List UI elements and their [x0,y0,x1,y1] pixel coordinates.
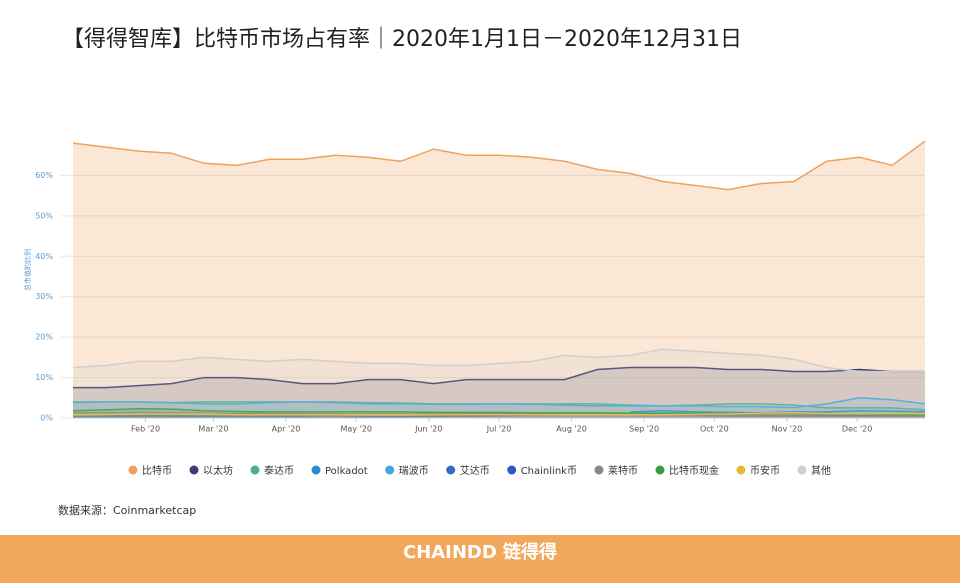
x-tick-label: Feb '20 [131,425,160,434]
legend-label: 比特币现金 [669,464,719,477]
legend-label: 泰达币 [264,464,294,477]
line [73,411,925,416]
source: 数据来源：Coinmarketcap [58,503,196,517]
legend-label: Chainlink币 [521,465,577,477]
x-tick-label: Dec '20 [842,425,872,434]
legend-label: 以太坊 [203,464,233,477]
y-tick-label: 60% [35,171,53,180]
y-tick-label: 20% [35,333,53,342]
legend-marker [594,465,604,475]
x-tick-label: May '20 [340,425,371,434]
legend-marker [128,465,138,475]
area [73,367,925,418]
chart-title: 【得得智库】比特币市场占有率｜2020年1月1日－2020年12月31日 [62,27,742,52]
x-tick-label: Nov '20 [772,425,803,434]
plot: 0% 10% 20% 30% 40% 50% 60% Feb '20 Mar '20 Apr '2… [35,140,926,434]
x-tick-label: Aug '20 [556,425,587,434]
x-tick-label: Apr '20 [272,425,301,434]
x-tick-label: Oct '20 [700,425,729,434]
x-tick-label: Sep '20 [629,425,659,434]
legend-label: 瑞波币 [399,464,429,477]
area [73,141,925,419]
line [72,411,925,416]
legend-label: 币安币 [750,464,780,477]
x-tick-label: Mar '20 [198,425,228,434]
legend-marker [311,465,321,475]
legend-marker [189,465,199,475]
legend-marker [446,465,456,475]
legend-marker [507,465,517,475]
line [72,413,925,419]
y-tick-label: 0% [40,414,53,423]
area [73,408,925,418]
legend-label: 莱特币 [608,465,638,477]
footer-brand: CHAINDD 链得得 [403,541,557,563]
line [72,397,926,409]
footer-band [0,535,960,583]
legend-label: 其他 [811,464,831,477]
legend-marker [385,465,395,475]
y-tick-label: 10% [35,373,53,382]
line [72,348,925,373]
x-tick-label: Jun '20 [414,425,442,434]
area [73,349,925,418]
legend-label: 艾达币 [460,465,490,477]
y-tick-label: 50% [35,211,53,220]
legend-label: Polkadot [325,466,368,477]
legend: 比特币 以太坊 泰达币 Polkadot 瑞波币 艾达币 Chainlink币 莱特币 比特币现… [128,464,831,477]
line [73,366,925,389]
y-axis-title: 总市值的比例 [23,249,32,291]
x-tick-label: Jul '20 [486,425,512,434]
y-tick-label: 40% [35,252,53,261]
legend-label: 比特币 [142,465,172,477]
line [72,140,926,191]
legend-marker [250,465,260,475]
legend-marker [797,465,807,475]
legend-marker [655,465,665,475]
y-tick-label: 30% [35,292,53,301]
legend-marker [736,465,746,475]
